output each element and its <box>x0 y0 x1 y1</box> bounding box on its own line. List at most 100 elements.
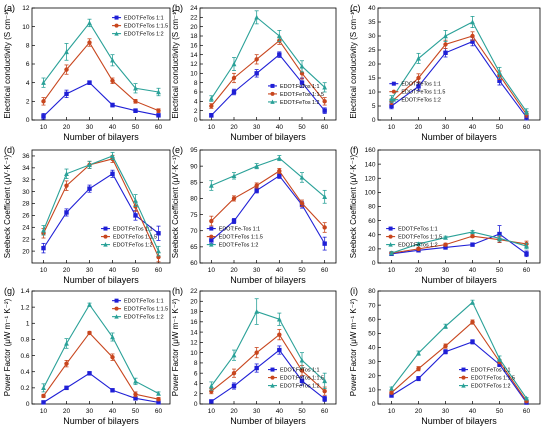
data-point-circle <box>443 242 448 247</box>
data-point-circle <box>277 332 282 337</box>
data-point-triangle <box>322 378 328 384</box>
x-tick-label: 50 <box>496 124 504 131</box>
data-point-triangle <box>208 182 214 188</box>
x-tick-label: 50 <box>298 408 306 415</box>
data-point-square <box>110 388 115 393</box>
x-tick-label: 50 <box>132 408 140 415</box>
data-point-square <box>470 39 475 44</box>
legend-entry: EDOT:FeTos 1:1 <box>398 227 438 233</box>
series-2 <box>389 319 529 404</box>
x-tick-label: 30 <box>442 267 450 274</box>
x-tick-label: 40 <box>469 124 477 131</box>
series-line <box>391 231 527 254</box>
x-axis-label: Number of bilayers <box>421 132 497 142</box>
x-tick-label: 20 <box>63 124 71 131</box>
x-axis-label: Number of bilayers <box>63 275 139 285</box>
data-point-triangle <box>270 383 275 388</box>
series-3 <box>41 18 161 97</box>
data-point-triangle <box>110 153 115 159</box>
y-tick-label: 0.2 <box>20 385 29 392</box>
data-point-square <box>461 367 466 372</box>
y-tick-label: 32 <box>22 177 30 184</box>
x-tick-label: 20 <box>230 124 238 131</box>
y-tick-label: 80 <box>190 196 198 203</box>
series-line <box>210 333 326 392</box>
series-line <box>43 332 159 400</box>
y-tick-label: 28 <box>22 201 30 208</box>
y-tick-label: 20 <box>22 248 30 255</box>
data-point-square <box>156 113 161 118</box>
y-tick-label: 50 <box>368 331 376 338</box>
data-point-triangle <box>416 55 421 61</box>
legend-entry: EDOT:FeTos 1:2 <box>471 384 511 390</box>
legend: EDOT:Fe-Tos 1:1 EDOT:FeTos 1:1.5 EDOT:FeTo… <box>206 226 263 249</box>
legend: EDOT:FeTos 1:1 EDOT:FeTos 1:1.5 EDOT:FeTos… <box>101 226 157 249</box>
y-tick-label: 0.8 <box>20 337 29 344</box>
data-point-square <box>110 102 115 108</box>
data-point-triangle <box>443 33 448 39</box>
data-point-circle <box>114 23 119 28</box>
y-tick-label: 0 <box>26 117 30 124</box>
data-point-triangle <box>103 242 108 247</box>
legend: EDOT:FeTos 1:1 EDOT:FeTos 1:1.5 EDOT:FeTos… <box>389 81 445 104</box>
x-tick-label: 10 <box>208 267 216 274</box>
data-point-circle <box>64 361 69 366</box>
x-tick-label: 60 <box>321 267 329 274</box>
series-2 <box>209 329 327 396</box>
x-tick-label: 40 <box>109 267 117 274</box>
data-point-square <box>497 362 502 367</box>
data-point-circle <box>322 99 327 104</box>
x-tick-label: 60 <box>523 408 531 415</box>
y-tick-label: 0 <box>194 117 198 124</box>
series-line <box>43 303 159 394</box>
y-tick-label: 12 <box>190 61 198 68</box>
x-tick-label: 50 <box>298 267 306 274</box>
data-point-square <box>156 400 161 405</box>
data-point-triangle <box>110 57 115 63</box>
data-point-square <box>277 52 282 57</box>
y-tick-label: 20 <box>190 298 198 305</box>
y-tick-label: 30 <box>368 33 376 40</box>
y-tick-label: 30 <box>368 359 376 366</box>
x-tick-label: 10 <box>40 408 48 415</box>
series-line <box>391 341 527 403</box>
panel-c: 10 20 30 40 50 60 0 5 10 15 20 25 30 35 40 (c) Number of… <box>349 3 541 142</box>
y-tick-label: 35 <box>368 19 376 26</box>
data-point-triangle <box>322 84 328 90</box>
x-tick-label: 50 <box>298 124 306 131</box>
y-tick-label: 18 <box>190 309 198 316</box>
y-tick-label: 10 <box>190 350 198 357</box>
y-tick-label: 0.4 <box>20 369 29 376</box>
data-point-triangle <box>64 49 69 55</box>
panel-f: 10 20 30 40 50 60 0 20 40 60 80 100 120 140 160 (f) Numb… <box>349 145 541 285</box>
data-point-circle <box>416 75 421 81</box>
data-point-square <box>416 84 421 89</box>
series-2 <box>389 31 529 118</box>
y-tick-label: 30 <box>22 189 30 196</box>
data-point-circle <box>114 306 119 311</box>
y-axis-label: Electrical conductivity (S cm⁻¹) <box>3 9 12 118</box>
y-tick-label: 6 <box>194 89 198 96</box>
series-3 <box>389 299 529 401</box>
data-point-triangle <box>524 395 529 401</box>
x-tick-label: 40 <box>276 124 284 131</box>
legend-entry: EDOT:FeTos 1:1 <box>124 16 164 22</box>
series-line <box>211 157 326 198</box>
data-point-square <box>270 367 275 372</box>
data-point-circle <box>270 91 275 96</box>
x-tick-label: 30 <box>253 267 261 274</box>
series-line <box>210 175 326 244</box>
data-point-triangle <box>110 334 115 340</box>
x-tick-label: 60 <box>155 124 163 131</box>
data-point-circle <box>461 375 466 380</box>
series-line <box>391 21 527 112</box>
data-point-square <box>133 213 138 218</box>
y-tick-label: 18 <box>190 33 198 40</box>
data-point-triangle <box>231 61 237 67</box>
x-tick-label: 60 <box>321 408 329 415</box>
x-tick-label: 50 <box>496 408 504 415</box>
data-point-triangle <box>41 80 46 85</box>
series-1 <box>41 169 161 254</box>
data-point-triangle <box>209 242 214 247</box>
data-point-triangle <box>208 383 214 389</box>
